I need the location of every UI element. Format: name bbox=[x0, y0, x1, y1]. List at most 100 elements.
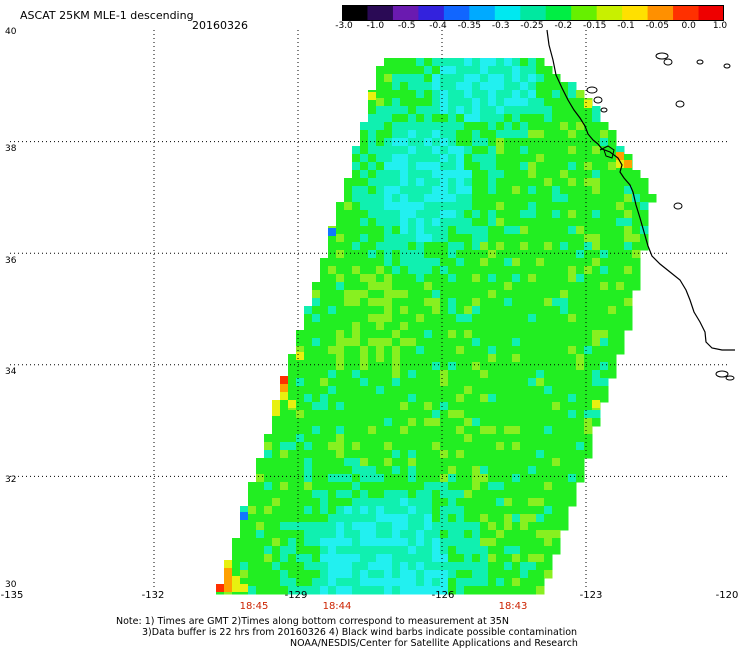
swath-cell bbox=[376, 162, 385, 171]
swath-cell bbox=[528, 482, 537, 491]
swath-cell bbox=[352, 442, 361, 451]
swath-cell bbox=[592, 258, 601, 267]
swath-cell bbox=[440, 570, 449, 579]
swath-cell bbox=[512, 538, 521, 547]
swath-cell bbox=[608, 290, 617, 299]
swath-cell bbox=[336, 378, 345, 387]
swath-cell bbox=[512, 586, 521, 595]
swath-cell bbox=[616, 290, 625, 299]
swath-cell bbox=[456, 314, 465, 323]
swath-cell bbox=[440, 410, 449, 419]
swath-cell bbox=[488, 90, 497, 99]
swath-cell bbox=[296, 562, 305, 571]
swath-cell bbox=[544, 146, 553, 155]
swath-cell bbox=[560, 410, 569, 419]
swath-cell bbox=[504, 362, 513, 371]
swath-cell bbox=[352, 506, 361, 515]
swath-cell bbox=[528, 490, 537, 499]
swath-cell bbox=[328, 418, 337, 427]
swath-cell bbox=[496, 474, 505, 483]
swath-cell bbox=[296, 530, 305, 539]
swath-cell bbox=[280, 514, 289, 523]
swath-cell bbox=[480, 554, 489, 563]
swath-cell bbox=[568, 170, 577, 179]
swath-cell bbox=[432, 90, 441, 99]
swath-cell bbox=[544, 330, 553, 339]
swath-cell bbox=[448, 450, 457, 459]
swath-cell bbox=[448, 490, 457, 499]
swath-cell bbox=[568, 314, 577, 323]
swath-cell bbox=[528, 202, 537, 211]
swath-cell bbox=[480, 106, 489, 115]
swath-cell bbox=[408, 234, 417, 243]
swath-cell bbox=[376, 298, 385, 307]
swath-cell bbox=[288, 450, 297, 459]
swath-cell bbox=[488, 202, 497, 211]
swath-cell bbox=[344, 578, 353, 587]
swath-cell bbox=[304, 426, 313, 435]
swath-cell bbox=[296, 418, 305, 427]
swath-cell bbox=[576, 450, 585, 459]
swath-cell bbox=[552, 250, 561, 259]
swath-cell bbox=[592, 266, 601, 275]
swath-cell bbox=[560, 322, 569, 331]
swath-cell bbox=[320, 530, 329, 539]
swath-cell bbox=[272, 586, 281, 595]
swath-cell bbox=[560, 274, 569, 283]
swath-cell bbox=[408, 162, 417, 171]
swath-cell bbox=[488, 170, 497, 179]
swath-cell bbox=[376, 66, 385, 75]
swath-cell bbox=[376, 474, 385, 483]
swath-cell bbox=[296, 330, 305, 339]
swath-cell bbox=[328, 554, 337, 563]
swath-cell bbox=[384, 442, 393, 451]
swath-cell bbox=[488, 370, 497, 379]
swath-cell bbox=[400, 242, 409, 251]
swath-cell bbox=[360, 530, 369, 539]
swath-cell bbox=[416, 490, 425, 499]
swath-cell bbox=[432, 114, 441, 123]
swath-cell bbox=[568, 282, 577, 291]
swath-cell bbox=[560, 354, 569, 363]
swath-cell bbox=[576, 154, 585, 163]
swath-cell bbox=[304, 394, 313, 403]
swath-cell bbox=[512, 290, 521, 299]
swath-cell bbox=[336, 322, 345, 331]
colorbar-segment bbox=[367, 5, 394, 21]
swath-cell bbox=[392, 490, 401, 499]
swath-cell bbox=[552, 138, 561, 147]
swath-cell bbox=[368, 162, 377, 171]
swath-cell bbox=[256, 546, 265, 555]
swath-cell bbox=[464, 74, 473, 83]
swath-cell bbox=[536, 458, 545, 467]
swath-cell bbox=[392, 322, 401, 331]
swath-cell bbox=[544, 434, 553, 443]
swath-cell bbox=[352, 482, 361, 491]
swath-cell bbox=[256, 514, 265, 523]
swath-cell bbox=[424, 514, 433, 523]
swath-cell bbox=[472, 210, 481, 219]
swath-cell bbox=[544, 530, 553, 539]
swath-cell bbox=[544, 234, 553, 243]
swath-cell bbox=[248, 578, 257, 587]
swath-cell bbox=[472, 354, 481, 363]
swath-cell bbox=[504, 458, 513, 467]
swath-cell bbox=[448, 266, 457, 275]
swath-cell bbox=[480, 162, 489, 171]
swath-cell bbox=[496, 218, 505, 227]
swath-cell bbox=[464, 234, 473, 243]
swath-cell bbox=[504, 442, 513, 451]
swath-cell bbox=[288, 370, 297, 379]
swath-cell bbox=[480, 458, 489, 467]
swath-cell bbox=[512, 202, 521, 211]
swath-cell bbox=[576, 306, 585, 315]
lat-label-36: 36 bbox=[5, 256, 17, 266]
swath-cell bbox=[528, 178, 537, 187]
swath-cell bbox=[440, 154, 449, 163]
swath-cell bbox=[456, 90, 465, 99]
lon-label-120: -120 bbox=[715, 590, 739, 601]
swath-cell bbox=[472, 402, 481, 411]
swath-cell bbox=[528, 370, 537, 379]
swath-cell bbox=[328, 442, 337, 451]
swath-cell bbox=[592, 362, 601, 371]
